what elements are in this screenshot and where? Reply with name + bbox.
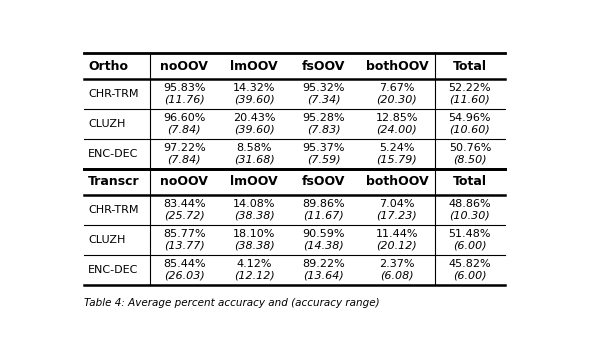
Text: bothOOV: bothOOV (365, 176, 428, 189)
Text: 95.32%: 95.32% (303, 83, 345, 93)
Text: (7.59): (7.59) (307, 155, 340, 164)
Text: Table 4: Average percent accuracy and (accuracy range): Table 4: Average percent accuracy and (a… (85, 298, 380, 308)
Text: 48.86%: 48.86% (449, 199, 491, 209)
Text: (6.08): (6.08) (380, 270, 413, 281)
Text: (20.12): (20.12) (376, 240, 417, 251)
Text: Transcr: Transcr (88, 176, 140, 189)
Text: CHR-TRM: CHR-TRM (88, 89, 139, 99)
Text: (15.79): (15.79) (376, 155, 417, 164)
Text: noOOV: noOOV (161, 176, 209, 189)
Text: lmOOV: lmOOV (230, 59, 278, 72)
Text: 5.24%: 5.24% (379, 143, 415, 153)
Text: noOOV: noOOV (161, 59, 209, 72)
Text: Total: Total (453, 176, 487, 189)
Text: ENC-DEC: ENC-DEC (88, 149, 139, 159)
Text: (38.38): (38.38) (233, 210, 274, 220)
Text: 54.96%: 54.96% (449, 113, 491, 123)
Text: (24.00): (24.00) (376, 125, 417, 134)
Text: (6.00): (6.00) (453, 240, 487, 251)
Text: ENC-DEC: ENC-DEC (88, 265, 139, 275)
Text: 11.44%: 11.44% (376, 229, 418, 239)
Text: 89.22%: 89.22% (302, 259, 345, 269)
Text: (26.03): (26.03) (164, 270, 205, 281)
Text: 51.48%: 51.48% (449, 229, 491, 239)
Text: bothOOV: bothOOV (365, 59, 428, 72)
Text: (38.38): (38.38) (233, 240, 274, 251)
Text: 95.37%: 95.37% (303, 143, 345, 153)
Text: (7.84): (7.84) (168, 125, 201, 134)
Text: fsOOV: fsOOV (302, 176, 345, 189)
Text: (14.38): (14.38) (303, 240, 344, 251)
Text: (31.68): (31.68) (233, 155, 274, 164)
Text: (10.30): (10.30) (449, 210, 490, 220)
Text: (11.60): (11.60) (449, 94, 490, 104)
Text: Ortho: Ortho (88, 59, 128, 72)
Text: Total: Total (453, 59, 487, 72)
Text: 20.43%: 20.43% (233, 113, 275, 123)
Text: CLUZH: CLUZH (88, 119, 126, 129)
Text: (7.84): (7.84) (168, 155, 201, 164)
Text: (12.12): (12.12) (233, 270, 274, 281)
Text: 12.85%: 12.85% (376, 113, 418, 123)
Text: 83.44%: 83.44% (163, 199, 206, 209)
Text: (17.23): (17.23) (376, 210, 417, 220)
Text: 7.04%: 7.04% (379, 199, 415, 209)
Text: 96.60%: 96.60% (163, 113, 206, 123)
Text: 85.77%: 85.77% (163, 229, 206, 239)
Text: 85.44%: 85.44% (163, 259, 206, 269)
Text: 14.32%: 14.32% (233, 83, 275, 93)
Text: 4.12%: 4.12% (237, 259, 272, 269)
Text: 2.37%: 2.37% (379, 259, 415, 269)
Text: 52.22%: 52.22% (449, 83, 491, 93)
Text: (39.60): (39.60) (233, 94, 274, 104)
Text: (8.50): (8.50) (453, 155, 487, 164)
Text: CHR-TRM: CHR-TRM (88, 205, 139, 215)
Text: (7.83): (7.83) (307, 125, 340, 134)
Text: 95.28%: 95.28% (303, 113, 345, 123)
Text: 18.10%: 18.10% (233, 229, 275, 239)
Text: (7.34): (7.34) (307, 94, 340, 104)
Text: (10.60): (10.60) (449, 125, 490, 134)
Text: fsOOV: fsOOV (302, 59, 345, 72)
Text: (11.76): (11.76) (164, 94, 205, 104)
Text: 14.08%: 14.08% (233, 199, 275, 209)
Text: (39.60): (39.60) (233, 125, 274, 134)
Text: lmOOV: lmOOV (230, 176, 278, 189)
Text: 89.86%: 89.86% (303, 199, 345, 209)
Text: 97.22%: 97.22% (163, 143, 206, 153)
Text: (25.72): (25.72) (164, 210, 205, 220)
Text: (13.77): (13.77) (164, 240, 205, 251)
Text: (6.00): (6.00) (453, 270, 487, 281)
Text: (13.64): (13.64) (303, 270, 344, 281)
Text: 7.67%: 7.67% (379, 83, 415, 93)
Text: (11.67): (11.67) (303, 210, 344, 220)
Text: CLUZH: CLUZH (88, 235, 126, 245)
Text: (20.30): (20.30) (376, 94, 417, 104)
Text: 8.58%: 8.58% (237, 143, 272, 153)
Text: 45.82%: 45.82% (449, 259, 491, 269)
Text: 50.76%: 50.76% (449, 143, 491, 153)
Text: 95.83%: 95.83% (163, 83, 206, 93)
Text: 90.59%: 90.59% (303, 229, 345, 239)
